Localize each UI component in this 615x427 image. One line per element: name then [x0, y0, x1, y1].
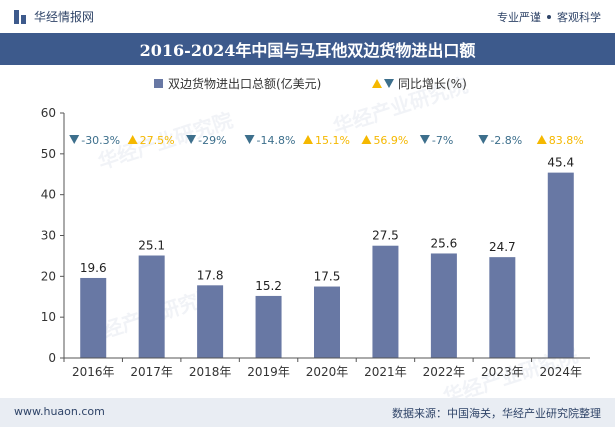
y-tick-label: 60 [41, 106, 56, 120]
growth-label: 56.9% [373, 134, 408, 147]
x-tick-label: 2020年 [306, 365, 349, 379]
bar-value-label: 17.8 [197, 268, 224, 282]
growth-label: 15.1% [315, 134, 350, 147]
bar [255, 295, 282, 358]
y-tick-label: 30 [41, 229, 56, 243]
growth-labels: -30.3% 27.5% -29% -14.8% 15.1% 56.9% -7% -2.8% 8… [69, 134, 584, 147]
separator-dot-icon [547, 15, 551, 19]
growth-label: 27.5% [140, 134, 175, 147]
growth-up-triangle-icon [127, 135, 138, 144]
legend-down-triangle-icon [384, 79, 394, 88]
title-bar: 2016-2024年中国与马耳他双边货物进出口额 [0, 33, 615, 65]
legend-swatch-total [154, 79, 163, 88]
x-axis: 2016年 2017年 2018年 2019年 2020年 2021年 2022年 2023年… [63, 357, 590, 379]
bar-value-label: 19.6 [80, 261, 107, 275]
growth-label: -29% [198, 134, 226, 147]
x-tick-label: 2017年 [130, 365, 173, 379]
bars: 19.6 25.1 17.8 15.2 17.5 27.5 25.6 24.7 45.4 [80, 156, 574, 358]
bar [430, 253, 457, 358]
x-tick-label: 2022年 [423, 365, 466, 379]
y-tick-label: 10 [41, 310, 56, 324]
bar [314, 286, 340, 358]
growth-label: -30.3% [81, 134, 120, 147]
x-tick-label: 2019年 [247, 365, 290, 379]
x-tick-label: 2018年 [189, 365, 232, 379]
growth-down-triangle-icon [244, 135, 255, 144]
growth-label: -14.8% [257, 134, 296, 147]
growth-down-triangle-icon [69, 135, 80, 144]
bar-value-label: 25.6 [431, 236, 458, 250]
growth-down-triangle-icon [419, 135, 430, 144]
brand-logo-icon [14, 9, 28, 24]
top-bar: 华经情报网 专业严谨 客观科学 [0, 0, 615, 33]
x-tick-label: 2021年 [364, 365, 407, 379]
legend-label-total: 双边货物进出口总额(亿美元) [168, 76, 321, 91]
legend-up-triangle-icon [372, 79, 382, 88]
x-tick-label: 2024年 [540, 365, 583, 379]
bar [547, 172, 574, 358]
x-tick-label: 2016年 [72, 365, 115, 379]
bar-value-label: 27.5 [372, 229, 399, 243]
footer-source: 数据来源：中国海关，华经产业研究院整理 [392, 407, 601, 420]
growth-label: -7% [432, 134, 453, 147]
y-tick-label: 0 [48, 351, 56, 365]
bar [138, 255, 165, 358]
y-tick-label: 50 [41, 147, 56, 161]
y-tick-label: 40 [41, 188, 56, 202]
bar-value-label: 45.4 [547, 156, 574, 170]
growth-up-triangle-icon [361, 135, 372, 144]
bar-value-label: 17.5 [314, 270, 341, 284]
growth-label: 83.8% [549, 134, 584, 147]
tagline-left: 专业严谨 [497, 11, 541, 24]
footer: www.huaon.com 数据来源：中国海关，华经产业研究院整理 [0, 398, 615, 427]
growth-down-triangle-icon [186, 135, 197, 144]
growth-up-triangle-icon [536, 135, 547, 144]
legend-label-growth: 同比增长(%) [398, 77, 467, 91]
bar-chart: 双边货物进出口总额(亿美元) 同比增长(%) 0 10 20 30 40 50 60 19.… [41, 76, 590, 379]
bar-value-label: 24.7 [489, 240, 516, 254]
bar-value-label: 15.2 [255, 279, 282, 293]
footer-website: www.huaon.com [14, 405, 105, 418]
legend: 双边货物进出口总额(亿美元) 同比增长(%) [154, 76, 467, 91]
bar [197, 285, 224, 358]
growth-label: -2.8% [490, 134, 522, 147]
bar [80, 277, 107, 358]
brand-name: 华经情报网 [34, 10, 95, 24]
bar [489, 257, 516, 358]
bar [372, 245, 399, 358]
chart-title: 2016-2024年中国与马耳他双边货物进出口额 [139, 41, 476, 60]
y-tick-label: 20 [41, 269, 56, 283]
x-tick-label: 2023年 [481, 365, 524, 379]
growth-up-triangle-icon [303, 135, 313, 144]
brand: 华经情报网 [14, 8, 94, 25]
tagline: 专业严谨 客观科学 [497, 9, 601, 25]
tagline-right: 客观科学 [557, 11, 601, 24]
bar-value-label: 25.1 [138, 239, 165, 253]
y-axis: 0 10 20 30 40 50 60 [41, 106, 65, 365]
growth-down-triangle-icon [478, 135, 489, 144]
